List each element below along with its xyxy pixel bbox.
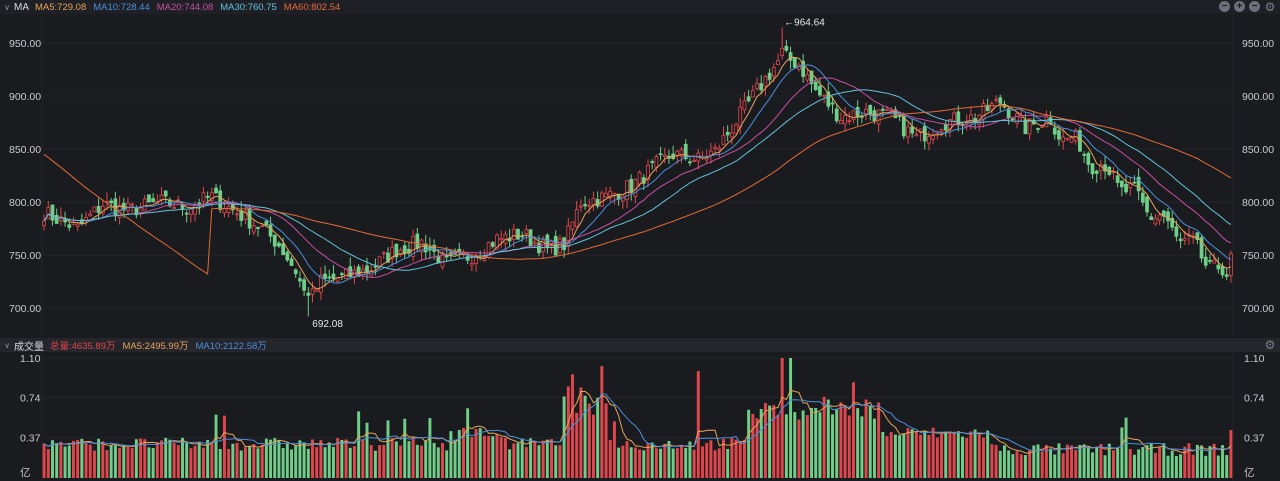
- svg-text:←964.64: ←964.64: [784, 17, 825, 28]
- ma10-legend: MA10:728.44: [93, 1, 150, 13]
- collapse-chevron-icon[interactable]: ∨: [4, 340, 10, 350]
- price-axis-right: 950.00 900.00 850.00 800.00 750.00 700.00: [1242, 38, 1274, 315]
- svg-text:850.00: 850.00: [9, 144, 41, 156]
- svg-text:亿: 亿: [20, 466, 31, 479]
- volume-indicator-label: 成交量: [14, 341, 44, 353]
- ma5-legend: MA5:729.08: [35, 1, 87, 13]
- svg-text:950.00: 950.00: [9, 38, 41, 50]
- svg-text:0.37: 0.37: [20, 433, 41, 445]
- volume-legend: ∨ 成交量 总量:4635.89万 MA5:2495.99万 MA10:2122…: [0, 338, 1280, 353]
- svg-text:0.74: 0.74: [20, 392, 41, 404]
- volume-axis: 1.10 1.10 0.74 0.74 0.37 0.37 亿 亿: [20, 353, 1265, 479]
- svg-text:800.00: 800.00: [9, 197, 41, 209]
- ma20-legend: MA20:744.08: [156, 1, 214, 13]
- svg-text:692.08: 692.08: [312, 319, 343, 330]
- svg-text:900.00: 900.00: [9, 91, 41, 103]
- ma60-legend: MA60:802.54: [283, 1, 341, 13]
- gear-icon[interactable]: ⚙: [1264, 0, 1276, 14]
- volume-ma10-legend: MA10:2122.58万: [195, 341, 267, 352]
- moving-average-lines: [43, 56, 1232, 290]
- candlesticks: [42, 27, 1233, 317]
- price-pane-controls: − + − ⚙: [1219, 1, 1276, 13]
- collapse-chevron-icon[interactable]: ∨: [4, 2, 10, 12]
- price-markers: ←964.64 692.08: [312, 17, 825, 330]
- svg-text:800.00: 800.00: [1242, 197, 1274, 209]
- price-indicator-label: MA: [14, 1, 29, 13]
- svg-text:0.74: 0.74: [1244, 392, 1265, 404]
- ma30-legend: MA30:760.75: [220, 1, 277, 13]
- zoom-out-icon[interactable]: −: [1249, 1, 1260, 12]
- collapse-icon[interactable]: −: [1219, 1, 1230, 12]
- grid-lines: [41, 14, 1234, 481]
- volume-bars: [42, 358, 1233, 478]
- svg-text:750.00: 750.00: [9, 250, 41, 262]
- zoom-in-icon[interactable]: +: [1234, 1, 1245, 12]
- gear-icon[interactable]: ⚙: [1264, 338, 1276, 352]
- svg-text:亿: 亿: [1244, 466, 1255, 479]
- volume-ma-lines: [43, 389, 1232, 454]
- svg-text:0.37: 0.37: [1244, 433, 1265, 445]
- svg-text:1.10: 1.10: [20, 353, 41, 365]
- svg-text:700.00: 700.00: [9, 303, 41, 315]
- price-legend: ∨ MA MA5:729.08 MA10:728.44 MA20:744.08 …: [0, 0, 1280, 14]
- price-axis-left: 950.00 900.00 850.00 800.00 750.00 700.00: [9, 38, 41, 315]
- svg-text:750.00: 750.00: [1242, 250, 1274, 262]
- volume-total-legend: 总量:4635.89万: [50, 341, 116, 352]
- svg-text:1.10: 1.10: [1244, 353, 1265, 365]
- volume-pane-controls: ⚙: [1264, 339, 1276, 351]
- svg-text:950.00: 950.00: [1242, 38, 1274, 50]
- svg-text:700.00: 700.00: [1242, 303, 1274, 315]
- svg-text:900.00: 900.00: [1242, 91, 1274, 103]
- svg-text:850.00: 850.00: [1242, 144, 1274, 156]
- volume-ma5-legend: MA5:2495.99万: [122, 341, 189, 352]
